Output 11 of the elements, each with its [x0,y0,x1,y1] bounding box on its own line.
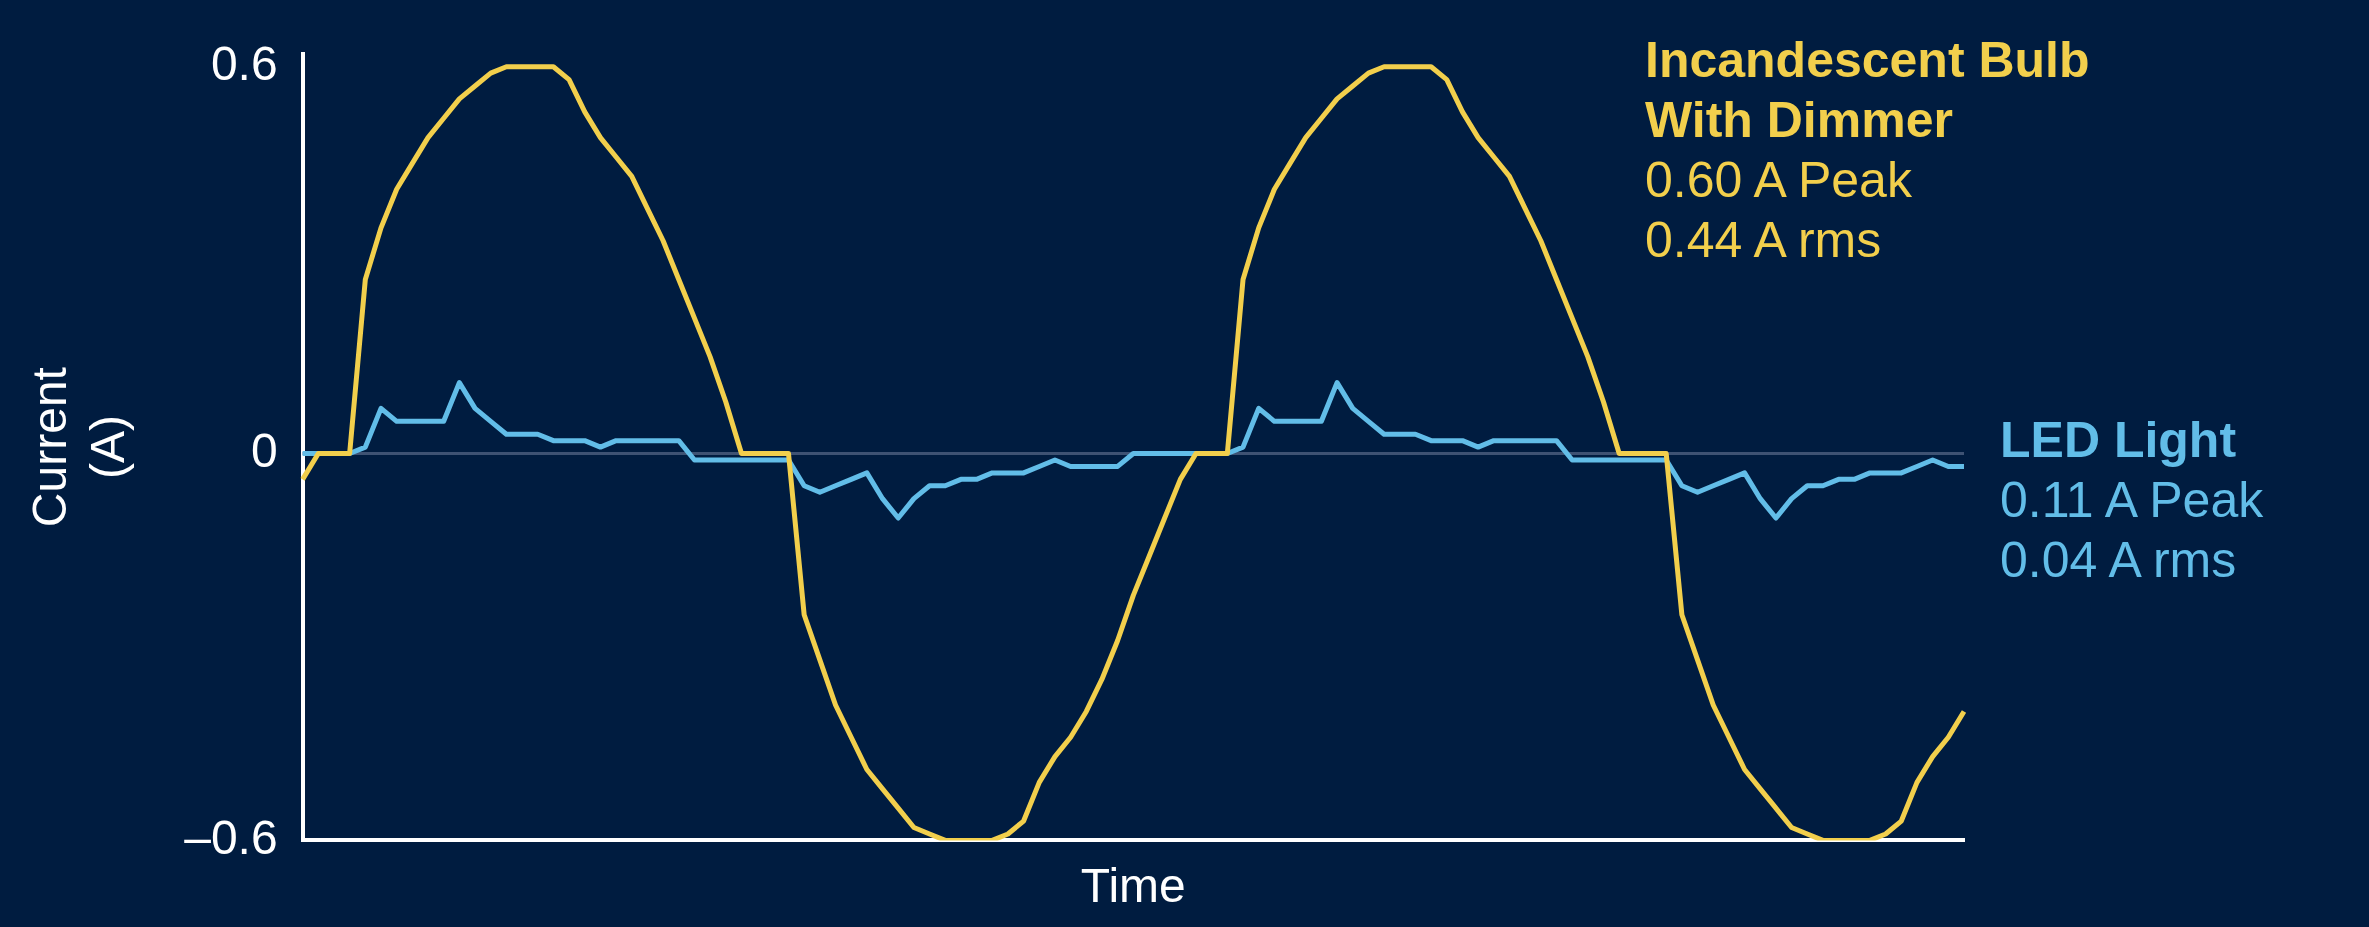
y-axis-title: Current (A) [23,367,134,528]
annotation: 0.60 A Peak [1645,151,1913,210]
x-axis-title: Time [1080,859,1186,913]
annotation: 0.44 A rms [1645,211,1883,270]
y-tick-label: 0.6 [210,36,278,90]
y-tick-label: –0.6 [184,810,278,864]
series-label: LED Light [2000,411,2238,470]
y-tick-label: 0 [250,423,278,477]
text: 0.11 A Peak [2000,471,2265,530]
text: Incandescent Bulb With Dimmer [1645,31,2091,150]
text: 0.04 A rms [2000,531,2238,590]
